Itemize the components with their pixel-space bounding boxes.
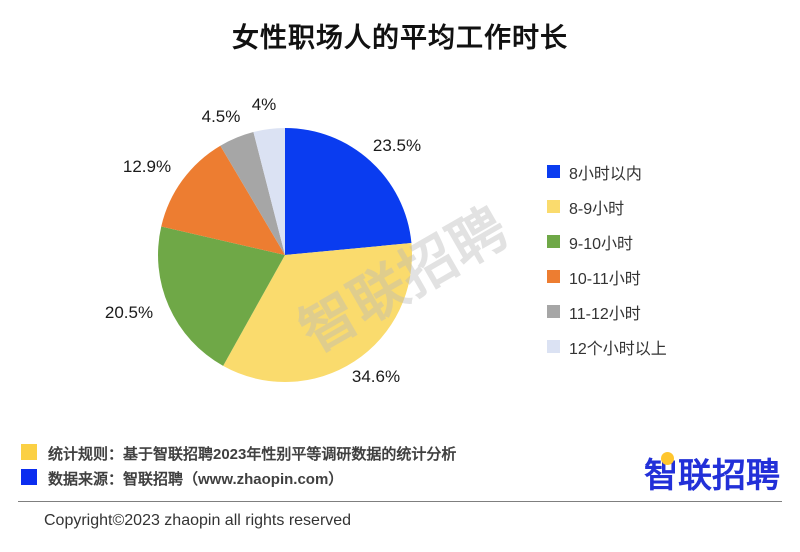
footer-note-1: 数据来源：智联招聘（www.zhaopin.com） bbox=[21, 468, 456, 493]
pie-label-5: 4% bbox=[251, 95, 277, 114]
legend-label: 8小时以内 bbox=[569, 165, 642, 183]
legend-label: 12个小时以上 bbox=[569, 340, 667, 358]
copyright-text: Copyright©2023 zhaopin all rights reserv… bbox=[44, 512, 352, 529]
page-title: 女性职场人的平均工作时长 bbox=[232, 23, 568, 53]
legend-item-2: 9-10小时 bbox=[547, 224, 667, 259]
pie-label-3: 12.9% bbox=[122, 157, 172, 176]
pie-label-2: 20.5% bbox=[104, 303, 154, 322]
legend-label: 8-9小时 bbox=[569, 200, 625, 218]
footer-note-0: 统计规则：基于智联招聘2023年性别平等调研数据的统计分析 bbox=[21, 443, 456, 468]
pie-chart bbox=[158, 128, 413, 382]
pie-slice-4 bbox=[220, 131, 285, 255]
zhaopin-logo: 智联招聘 bbox=[644, 448, 794, 495]
note-swatch-icon bbox=[21, 469, 37, 485]
legend-item-1: 8-9小时 bbox=[547, 189, 667, 224]
legend-item-0: 8小时以内 bbox=[547, 154, 667, 189]
legend: 8小时以内 8-9小时 9-10小时 10-11小时 11-12小时 12个小时以上 bbox=[547, 154, 667, 364]
pie-label-0: 23.5% bbox=[372, 136, 422, 155]
logo-yellow-dot-icon bbox=[661, 452, 674, 465]
pie-chart-svg bbox=[158, 128, 413, 382]
legend-swatch-icon bbox=[547, 235, 560, 248]
pie-label-1: 34.6% bbox=[351, 367, 401, 386]
legend-swatch-icon bbox=[547, 340, 560, 353]
legend-swatch-icon bbox=[547, 200, 560, 213]
note-text: 数据来源：智联招聘（www.zhaopin.com） bbox=[48, 471, 344, 488]
pie-slice-2 bbox=[158, 226, 285, 366]
legend-item-3: 10-11小时 bbox=[547, 259, 667, 294]
pie-slice-5 bbox=[253, 128, 285, 255]
footer-notes: 统计规则：基于智联招聘2023年性别平等调研数据的统计分析 数据来源：智联招聘（w… bbox=[21, 443, 456, 493]
legend-swatch-icon bbox=[547, 165, 560, 178]
pie-label-4: 4.5% bbox=[201, 107, 241, 126]
legend-label: 9-10小时 bbox=[569, 235, 634, 253]
pie-slice-0 bbox=[285, 128, 412, 255]
footer-divider bbox=[18, 501, 782, 502]
pie-slice-3 bbox=[161, 145, 285, 255]
legend-swatch-icon bbox=[547, 270, 560, 283]
legend-label: 10-11小时 bbox=[569, 270, 641, 288]
legend-label: 11-12小时 bbox=[569, 305, 641, 323]
legend-item-4: 11-12小时 bbox=[547, 294, 667, 329]
note-text: 统计规则：基于智联招聘2023年性别平等调研数据的统计分析 bbox=[48, 446, 457, 463]
legend-swatch-icon bbox=[547, 305, 560, 318]
note-swatch-icon bbox=[21, 444, 37, 460]
pie-slice-1 bbox=[223, 243, 413, 382]
legend-item-5: 12个小时以上 bbox=[547, 329, 667, 364]
